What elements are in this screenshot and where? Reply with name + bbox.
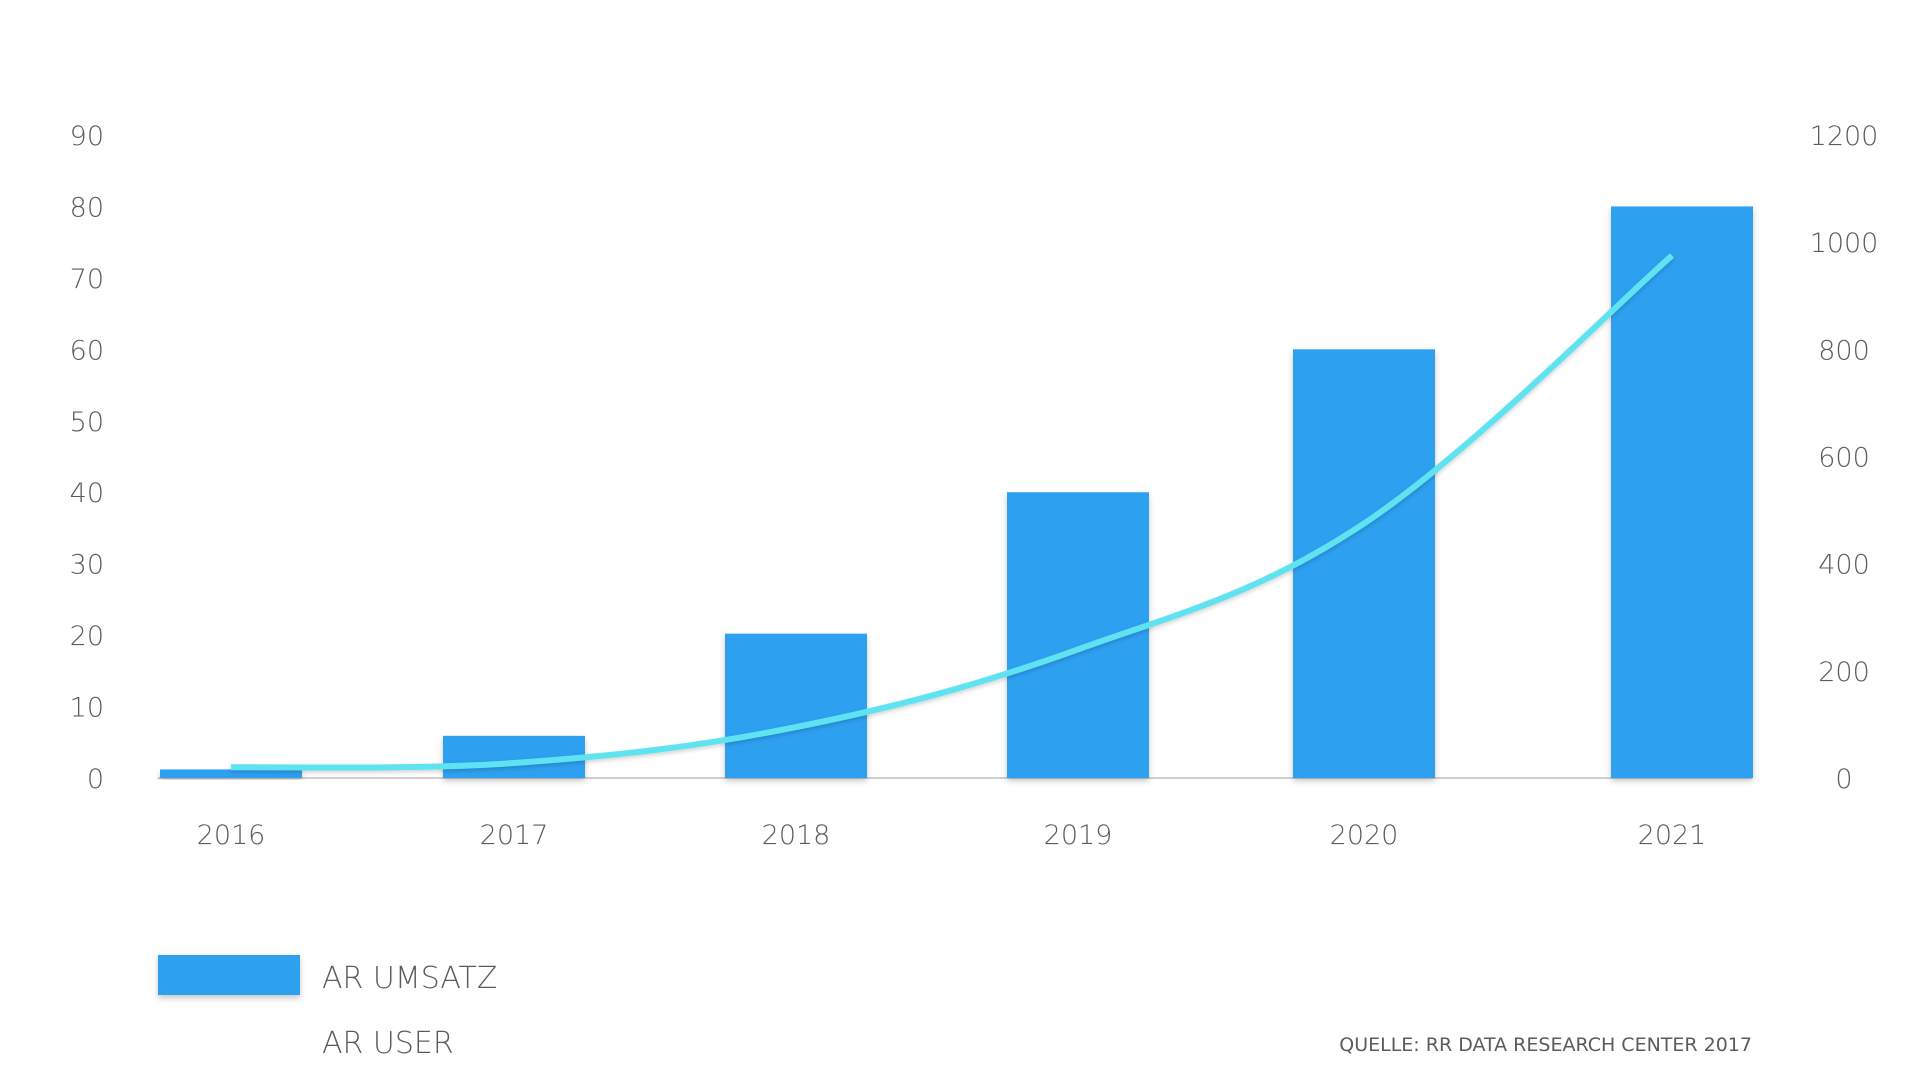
left-axis-ticks: 0 10 20 30 40 50 60 70 80 90 (70, 121, 104, 795)
bar-2016 (160, 769, 302, 778)
right-axis-ticks: 0 200 400 600 800 1000 1200 (1810, 121, 1879, 795)
bar-2021 (1611, 206, 1753, 778)
bar-2018 (725, 633, 867, 778)
right-axis-tick-label: 400 (1818, 550, 1870, 581)
right-axis-tick-label: 200 (1818, 657, 1870, 688)
left-axis-tick-label: 80 (70, 192, 104, 223)
right-axis-tick-label: 800 (1818, 335, 1870, 366)
legend-label-ar-user: AR USER (322, 1026, 454, 1061)
x-axis-ticks: 2016 2017 2018 2019 2020 2021 (197, 820, 1707, 851)
left-axis-tick-label: 20 (70, 621, 104, 652)
line-ar-user (230, 253, 1674, 771)
line-series-ar-user (230, 253, 1674, 771)
legend: AR UMSATZ AR USER (154, 955, 497, 1061)
left-axis-tick-label: 0 (87, 764, 104, 795)
left-axis-tick-label: 60 (70, 335, 104, 366)
source-note: QUELLE: RR DATA RESEARCH CENTER 2017 (1339, 1034, 1752, 1056)
legend-label-ar-umsatz: AR UMSATZ (322, 961, 497, 996)
bar-2020 (1293, 349, 1435, 778)
left-axis-tick-label: 40 (70, 478, 104, 509)
right-axis-tick-label: 600 (1818, 443, 1870, 474)
x-axis-tick-label: 2021 (1638, 820, 1707, 851)
left-axis-tick-label: 50 (70, 407, 104, 438)
x-axis-tick-label: 2019 (1044, 820, 1113, 851)
left-axis-tick-label: 30 (70, 550, 104, 581)
left-axis-tick-label: 10 (70, 693, 104, 724)
left-axis-tick-label: 90 (70, 121, 104, 152)
left-axis-tick-label: 70 (70, 264, 104, 295)
right-axis-tick-label: 1000 (1810, 228, 1879, 259)
x-axis-tick-label: 2020 (1330, 820, 1399, 851)
right-axis-tick-label: 0 (1835, 764, 1852, 795)
x-axis-tick-label: 2018 (762, 820, 831, 851)
x-axis-tick-label: 2016 (197, 820, 266, 851)
legend-swatch-ar-umsatz (158, 955, 300, 995)
x-axis-tick-label: 2017 (480, 820, 549, 851)
bar-series-ar-umsatz (160, 206, 1753, 778)
right-axis-tick-label: 1200 (1810, 121, 1879, 152)
